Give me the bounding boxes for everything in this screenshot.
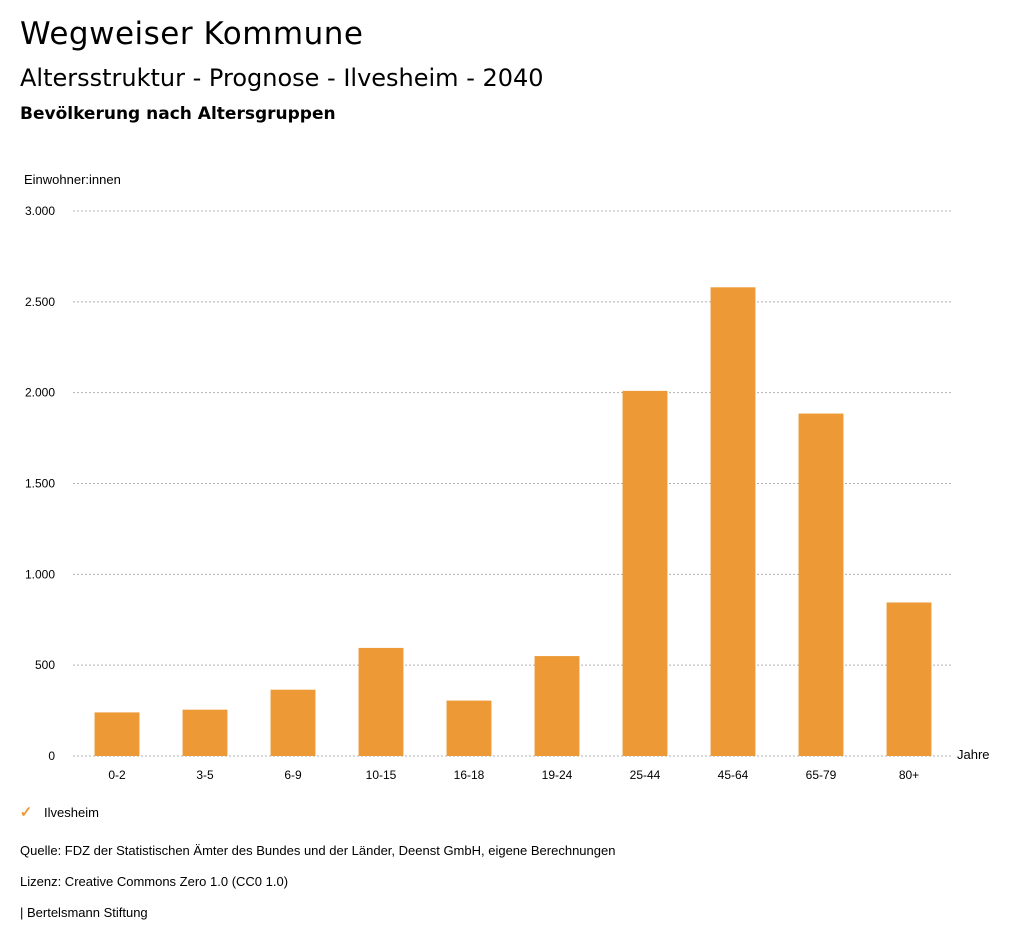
bar-16-18[interactable]: [446, 700, 492, 756]
y-axis-ticks: 0 500 1.000 1.500 2.000 2.500 3.000: [25, 204, 55, 763]
bars: [94, 287, 932, 756]
bar-0-2[interactable]: [94, 712, 140, 756]
y-tick-label: 2.500: [25, 295, 55, 309]
bar-6-9[interactable]: [270, 689, 316, 756]
x-tick-label: 0-2: [108, 768, 126, 782]
bar-chart: Einwohner:innen Jahre 0 500 1.000 1.500 2.00…: [24, 172, 990, 782]
y-axis-label: Einwohner:innen: [24, 172, 121, 187]
check-icon: ✓: [19, 804, 33, 821]
x-tick-label: 16-18: [454, 768, 485, 782]
x-axis-label: Jahre: [957, 747, 990, 762]
x-tick-label: 25-44: [630, 768, 661, 782]
y-tick-label: 1.000: [25, 567, 55, 581]
chart-description: Bevölkerung nach Altersgruppen: [20, 104, 336, 124]
legend-item[interactable]: ✓ Ilvesheim: [18, 803, 99, 821]
publisher-note: | Bertelsmann Stiftung: [20, 905, 148, 920]
x-tick-label: 19-24: [542, 768, 573, 782]
x-tick-label: 45-64: [718, 768, 749, 782]
bar-25-44[interactable]: [622, 390, 668, 756]
bar-10-15[interactable]: [358, 647, 404, 756]
bar-80+[interactable]: [886, 602, 932, 756]
y-tick-label: 2.000: [25, 386, 55, 400]
bar-3-5[interactable]: [182, 709, 228, 756]
x-tick-label: 65-79: [806, 768, 837, 782]
legend-label: Ilvesheim: [44, 804, 99, 820]
y-tick-label: 0: [48, 749, 55, 763]
bar-65-79[interactable]: [798, 413, 844, 756]
license-note: Lizenz: Creative Commons Zero 1.0 (CC0 1…: [20, 874, 289, 889]
bar-19-24[interactable]: [534, 656, 580, 756]
chart-subtitle: Altersstruktur - Prognose - Ilvesheim - …: [20, 64, 544, 92]
x-tick-label: 3-5: [196, 768, 214, 782]
y-tick-label: 1.500: [25, 477, 55, 491]
y-tick-label: 3.000: [25, 204, 55, 218]
x-tick-label: 6-9: [284, 768, 302, 782]
x-tick-label: 10-15: [366, 768, 397, 782]
page-title: Wegweiser Kommune: [20, 16, 364, 52]
source-note: Quelle: FDZ der Statistischen Ämter des …: [20, 843, 616, 858]
bar-45-64[interactable]: [710, 287, 756, 756]
x-axis-ticks: 0-2 3-5 6-9 10-15 16-18 19-24 25-44 45-64 65-79 8…: [108, 768, 919, 782]
y-tick-label: 500: [35, 658, 55, 672]
x-tick-label: 80+: [899, 768, 919, 782]
